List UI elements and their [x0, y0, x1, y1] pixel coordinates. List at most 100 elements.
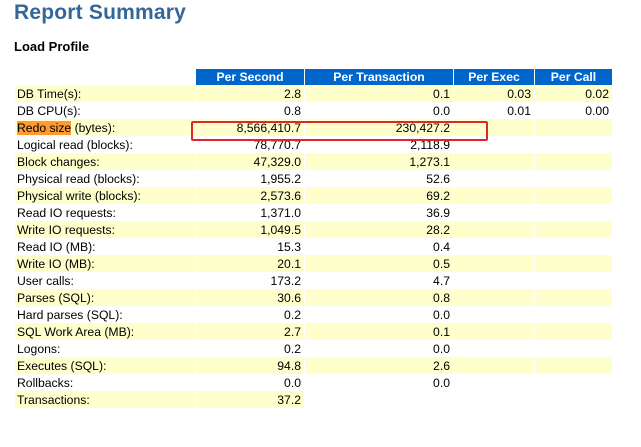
cell-per-second: 94.8 [196, 357, 304, 374]
table-row: Physical write (blocks): 2,573.6 69.2 [15, 187, 612, 204]
load-profile-table: Per Second Per Transaction Per Exec Per … [14, 69, 613, 408]
cell-per-second: 20.1 [196, 255, 304, 272]
cell-per-call: 0.02 [535, 85, 612, 102]
cell-per-exec [454, 153, 534, 170]
row-label: Write IO requests: [15, 221, 195, 238]
table-row: Logical read (blocks): 78,770.7 2,118.9 [15, 136, 612, 153]
cell-per-call [535, 221, 612, 238]
cell-per-second: 8,566,410.7 [196, 119, 304, 136]
cell-per-call [535, 187, 612, 204]
cell-per-second: 1,371.0 [196, 204, 304, 221]
cell-per-exec [454, 119, 534, 136]
cell-per-call [535, 255, 612, 272]
cell-per-exec [454, 187, 534, 204]
table-row: Logons: 0.2 0.0 [15, 340, 612, 357]
cell-per-call [535, 170, 612, 187]
table-row: Parses (SQL): 30.6 0.8 [15, 289, 612, 306]
row-label: Transactions: [15, 391, 195, 408]
cell-per-transaction [305, 391, 453, 408]
table-row: Write IO requests: 1,049.5 28.2 [15, 221, 612, 238]
row-label: Write IO (MB): [15, 255, 195, 272]
table-row: DB CPU(s): 0.8 0.0 0.01 0.00 [15, 102, 612, 119]
cell-per-call [535, 391, 612, 408]
row-label: Redo size (bytes): [15, 119, 195, 136]
table-row: User calls: 173.2 4.7 [15, 272, 612, 289]
cell-per-transaction: 2.6 [305, 357, 453, 374]
cell-per-transaction: 0.4 [305, 238, 453, 255]
row-label: User calls: [15, 272, 195, 289]
table-row: Redo size (bytes): 8,566,410.7 230,427.2 [15, 119, 612, 136]
table-row: Write IO (MB): 20.1 0.5 [15, 255, 612, 272]
cell-per-transaction: 0.0 [305, 340, 453, 357]
cell-per-exec [454, 204, 534, 221]
row-label: Read IO (MB): [15, 238, 195, 255]
table-header-row: Per Second Per Transaction Per Exec Per … [15, 69, 612, 85]
cell-per-second: 15.3 [196, 238, 304, 255]
cell-per-call [535, 289, 612, 306]
table-row: Hard parses (SQL): 0.2 0.0 [15, 306, 612, 323]
cell-per-transaction: 28.2 [305, 221, 453, 238]
cell-per-exec [454, 306, 534, 323]
cell-per-second: 30.6 [196, 289, 304, 306]
cell-per-second: 0.8 [196, 102, 304, 119]
cell-per-call [535, 357, 612, 374]
cell-per-transaction: 0.0 [305, 374, 453, 391]
cell-per-exec [454, 255, 534, 272]
table-row: Physical read (blocks): 1,955.2 52.6 [15, 170, 612, 187]
cell-per-transaction: 4.7 [305, 272, 453, 289]
row-label: Executes (SQL): [15, 357, 195, 374]
cell-per-exec [454, 221, 534, 238]
header-per-transaction: Per Transaction [305, 69, 453, 85]
cell-per-transaction: 0.8 [305, 289, 453, 306]
cell-per-second: 37.2 [196, 391, 304, 408]
row-label-rest: (bytes): [71, 120, 116, 135]
cell-per-transaction: 52.6 [305, 170, 453, 187]
cell-per-second: 173.2 [196, 272, 304, 289]
cell-per-exec [454, 340, 534, 357]
row-label: Logical read (blocks): [15, 136, 195, 153]
table-row: SQL Work Area (MB): 2.7 0.1 [15, 323, 612, 340]
header-per-second: Per Second [196, 69, 304, 85]
cell-per-transaction: 0.0 [305, 102, 453, 119]
cell-per-call [535, 238, 612, 255]
cell-per-exec [454, 357, 534, 374]
header-per-exec: Per Exec [454, 69, 534, 85]
cell-per-transaction: 0.0 [305, 306, 453, 323]
table-row: Block changes: 47,329.0 1,273.1 [15, 153, 612, 170]
cell-per-second: 1,955.2 [196, 170, 304, 187]
cell-per-second: 0.0 [196, 374, 304, 391]
cell-per-call [535, 374, 612, 391]
row-label: Physical write (blocks): [15, 187, 195, 204]
cell-per-exec [454, 289, 534, 306]
cell-per-second: 0.2 [196, 340, 304, 357]
page-title: Report Summary [14, 1, 187, 24]
cell-per-exec: 0.01 [454, 102, 534, 119]
table-row: Rollbacks: 0.0 0.0 [15, 374, 612, 391]
cell-per-call [535, 323, 612, 340]
section-title-load-profile: Load Profile [14, 39, 90, 54]
row-label: DB CPU(s): [15, 102, 195, 119]
header-blank-cell [15, 69, 195, 85]
table-row: Read IO requests: 1,371.0 36.9 [15, 204, 612, 221]
cell-per-call [535, 136, 612, 153]
cell-per-transaction: 69.2 [305, 187, 453, 204]
table-row: DB Time(s): 2.8 0.1 0.03 0.02 [15, 85, 612, 102]
row-label: Rollbacks: [15, 374, 195, 391]
cell-per-second: 78,770.7 [196, 136, 304, 153]
cell-per-call [535, 340, 612, 357]
cell-per-exec [454, 136, 534, 153]
cell-per-transaction: 0.1 [305, 323, 453, 340]
cell-per-exec [454, 170, 534, 187]
table-row: Read IO (MB): 15.3 0.4 [15, 238, 612, 255]
cell-per-second: 2.7 [196, 323, 304, 340]
cell-per-call [535, 153, 612, 170]
row-label: Logons: [15, 340, 195, 357]
table-row: Transactions: 37.2 [15, 391, 612, 408]
highlighted-label: Redo size [17, 120, 72, 135]
cell-per-exec [454, 374, 534, 391]
cell-per-second: 1,049.5 [196, 221, 304, 238]
row-label: Read IO requests: [15, 204, 195, 221]
cell-per-call [535, 306, 612, 323]
cell-per-transaction: 1,273.1 [305, 153, 453, 170]
cell-per-exec: 0.03 [454, 85, 534, 102]
